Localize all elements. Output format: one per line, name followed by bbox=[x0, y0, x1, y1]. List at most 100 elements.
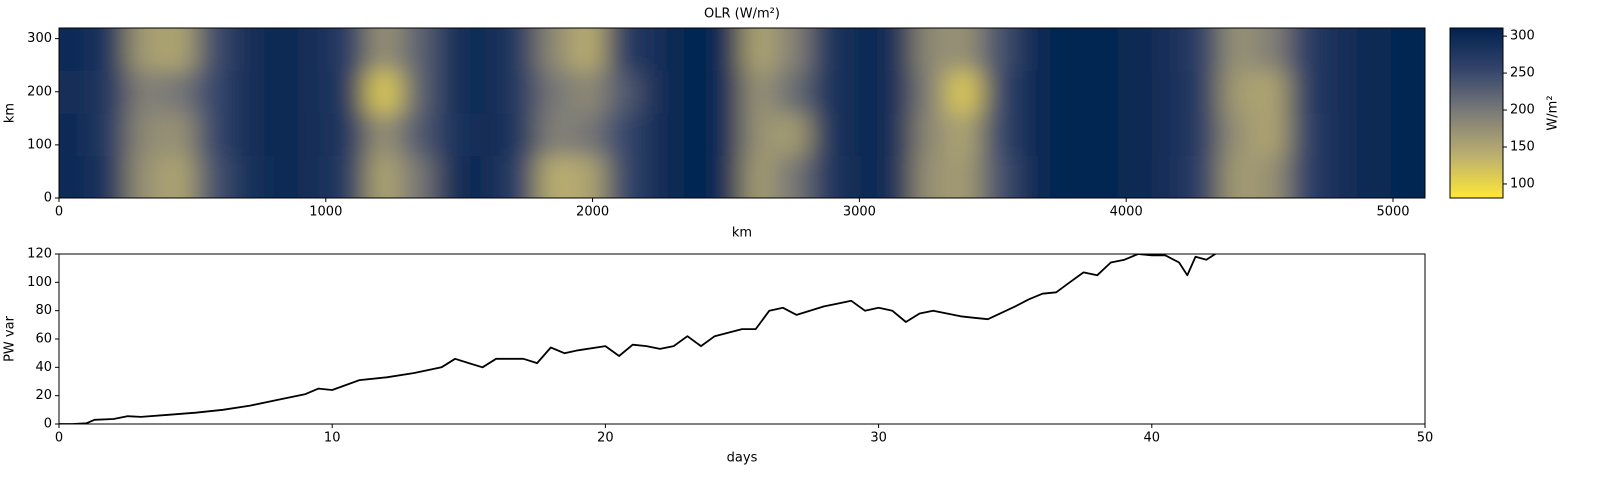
y-tick-label: 200 bbox=[27, 84, 52, 99]
heat-cell bbox=[1117, 70, 1153, 114]
heat-cell bbox=[366, 113, 401, 156]
y-tick-label: 0 bbox=[44, 191, 52, 206]
heat-cell bbox=[229, 155, 265, 198]
heat-cell bbox=[298, 155, 333, 198]
heat-cell bbox=[161, 28, 197, 71]
heat-cell bbox=[468, 113, 504, 156]
heat-cell bbox=[93, 155, 128, 198]
heat-cell bbox=[332, 155, 367, 198]
heat-cell bbox=[1151, 70, 1187, 114]
heat-cell bbox=[434, 28, 470, 71]
colorbar-tick-label: 150 bbox=[1510, 140, 1535, 155]
heat-cell bbox=[605, 70, 641, 114]
heat-cell bbox=[810, 28, 845, 71]
heat-cell bbox=[776, 113, 811, 156]
colorbar-label: W/m² bbox=[1546, 95, 1561, 130]
heat-cell bbox=[844, 113, 880, 156]
x-tick-label: 3000 bbox=[843, 205, 876, 220]
y-tick-label: 0 bbox=[44, 417, 52, 432]
chart-title: OLR (W/m²) bbox=[704, 7, 780, 22]
y-tick-label: 80 bbox=[35, 303, 52, 318]
heat-cell bbox=[1049, 28, 1084, 71]
heat-cell bbox=[776, 28, 811, 71]
heat-cell bbox=[93, 113, 128, 156]
heat-cell bbox=[468, 28, 504, 71]
heat-cell bbox=[127, 113, 162, 156]
heat-cell bbox=[605, 113, 641, 156]
colorbar bbox=[1449, 27, 1504, 199]
heat-cell bbox=[878, 155, 914, 198]
heat-cell bbox=[127, 155, 162, 198]
heat-cell bbox=[1288, 28, 1324, 71]
heat-cell bbox=[400, 70, 436, 114]
heat-cell bbox=[161, 113, 197, 156]
colorbar-tick-label: 200 bbox=[1510, 103, 1535, 118]
heat-cell bbox=[1356, 70, 1392, 114]
heat-cell bbox=[195, 155, 231, 198]
heat-cell bbox=[571, 28, 606, 71]
heat-cell bbox=[1220, 70, 1255, 114]
y-tick-label: 100 bbox=[27, 137, 52, 152]
heat-cell bbox=[776, 155, 811, 198]
heat-cell bbox=[1356, 28, 1392, 71]
heat-cell bbox=[1356, 113, 1392, 156]
heat-cell bbox=[1254, 155, 1289, 198]
heat-cell bbox=[1254, 70, 1289, 114]
heat-cell bbox=[263, 155, 299, 198]
x-tick-label: 30 bbox=[870, 431, 887, 446]
heat-cell bbox=[502, 70, 538, 114]
line-area bbox=[59, 254, 1217, 424]
x-tick-label: 0 bbox=[55, 205, 63, 220]
heat-cell bbox=[844, 155, 880, 198]
heat-cell bbox=[673, 70, 709, 114]
heat-cell bbox=[878, 113, 914, 156]
heat-cell bbox=[127, 28, 162, 71]
heat-cell bbox=[59, 28, 94, 71]
heat-cell bbox=[1015, 155, 1050, 198]
heat-cell bbox=[468, 70, 504, 114]
heat-cell bbox=[912, 28, 948, 71]
heat-cell bbox=[229, 28, 265, 71]
y-tick-label: 40 bbox=[35, 360, 52, 375]
x-tick-label: 4000 bbox=[1110, 205, 1143, 220]
heat-cell bbox=[537, 28, 572, 71]
heat-cell bbox=[1322, 28, 1358, 71]
heat-cell bbox=[810, 113, 845, 156]
heat-cell bbox=[810, 155, 845, 198]
data-line bbox=[59, 254, 1217, 424]
heat-cell bbox=[263, 70, 299, 114]
heat-cell bbox=[1254, 113, 1289, 156]
heat-cell bbox=[1288, 113, 1324, 156]
y-tick-label: 20 bbox=[35, 388, 52, 403]
heat-cell bbox=[366, 155, 401, 198]
heat-cell bbox=[1390, 70, 1425, 114]
heat-cell bbox=[639, 28, 675, 71]
heat-cell bbox=[400, 155, 436, 198]
heat-cell bbox=[946, 28, 982, 71]
heat-cell bbox=[59, 155, 94, 198]
heat-cell bbox=[776, 70, 811, 114]
heat-cell bbox=[571, 155, 606, 198]
heat-cell bbox=[93, 70, 128, 114]
heat-cell bbox=[946, 113, 982, 156]
heat-cell bbox=[366, 28, 401, 71]
heat-cell bbox=[742, 155, 777, 198]
heat-cell bbox=[59, 113, 94, 156]
y-tick-label: 120 bbox=[27, 247, 52, 262]
heat-cell bbox=[1015, 28, 1050, 71]
heat-cell bbox=[981, 70, 1016, 114]
x-tick-label: 10 bbox=[324, 431, 341, 446]
heat-cell bbox=[502, 155, 538, 198]
heat-cell bbox=[912, 155, 948, 198]
x-tick-label: 2000 bbox=[576, 205, 609, 220]
heat-cell bbox=[571, 70, 606, 114]
heat-cell bbox=[1390, 155, 1425, 198]
heat-cell bbox=[878, 70, 914, 114]
heat-cell bbox=[742, 113, 777, 156]
heat-cell bbox=[263, 113, 299, 156]
heat-cell bbox=[1151, 113, 1187, 156]
heat-cell bbox=[878, 28, 914, 71]
y-tick-label: 100 bbox=[27, 275, 52, 290]
heat-cell bbox=[400, 113, 436, 156]
y-tick-label: 300 bbox=[27, 31, 52, 46]
